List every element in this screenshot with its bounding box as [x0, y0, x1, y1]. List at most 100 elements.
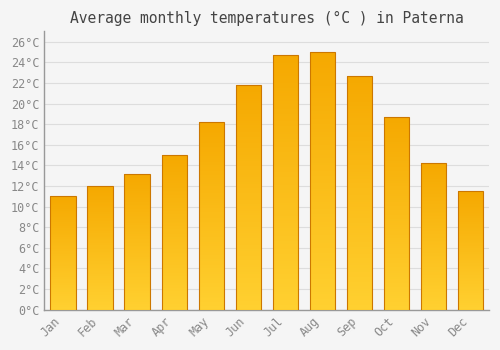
Bar	[50, 293, 76, 294]
Bar	[198, 165, 224, 167]
Bar	[162, 273, 186, 274]
Bar	[236, 197, 261, 199]
Bar	[50, 208, 76, 209]
Bar	[124, 287, 150, 288]
Bar	[384, 132, 409, 134]
Bar	[124, 304, 150, 306]
Bar	[272, 304, 298, 307]
Bar	[88, 223, 112, 224]
Bar	[124, 229, 150, 231]
Bar	[236, 229, 261, 231]
Bar	[458, 218, 483, 220]
Bar	[458, 281, 483, 282]
Bar	[310, 155, 335, 158]
Bar	[236, 251, 261, 253]
Bar	[162, 237, 186, 239]
Bar	[162, 277, 186, 279]
Bar	[198, 268, 224, 270]
Bar	[198, 214, 224, 216]
Bar	[384, 259, 409, 261]
Bar	[384, 194, 409, 196]
Bar	[124, 213, 150, 215]
Bar	[346, 97, 372, 99]
Bar	[272, 284, 298, 287]
Bar	[124, 217, 150, 219]
Bar	[310, 261, 335, 263]
Bar	[236, 182, 261, 184]
Bar	[420, 184, 446, 186]
Bar	[124, 186, 150, 187]
Bar	[272, 101, 298, 104]
Bar	[458, 219, 483, 221]
Bar	[346, 134, 372, 136]
Bar	[162, 229, 186, 231]
Bar	[310, 235, 335, 238]
Bar	[420, 163, 446, 310]
Bar	[384, 198, 409, 200]
Bar	[236, 303, 261, 305]
Bar	[346, 244, 372, 246]
Bar	[124, 244, 150, 246]
Bar	[162, 296, 186, 298]
Bar	[198, 135, 224, 137]
Bar	[198, 263, 224, 265]
Bar	[384, 127, 409, 128]
Bar	[50, 301, 76, 302]
Bar	[88, 271, 112, 273]
Bar	[198, 156, 224, 158]
Bar	[346, 204, 372, 207]
Bar	[124, 284, 150, 285]
Bar	[124, 231, 150, 232]
Bar	[88, 304, 112, 306]
Bar	[198, 251, 224, 253]
Bar	[272, 236, 298, 238]
Bar	[162, 234, 186, 236]
Bar	[236, 175, 261, 177]
Bar	[346, 249, 372, 251]
Bar	[458, 249, 483, 251]
Bar	[88, 296, 112, 297]
Bar	[458, 223, 483, 224]
Bar	[88, 203, 112, 205]
Bar	[272, 121, 298, 124]
Bar	[272, 152, 298, 154]
Bar	[272, 68, 298, 70]
Bar	[88, 238, 112, 239]
Bar	[162, 206, 186, 208]
Bar	[384, 155, 409, 158]
Bar	[346, 251, 372, 253]
Bar	[198, 255, 224, 257]
Bar	[310, 52, 335, 55]
Bar	[50, 253, 76, 254]
Bar	[458, 210, 483, 211]
Bar	[88, 261, 112, 263]
Bar	[310, 240, 335, 243]
Bar	[420, 231, 446, 232]
Bar	[420, 289, 446, 291]
Bar	[236, 85, 261, 310]
Bar	[198, 154, 224, 156]
Bar	[236, 85, 261, 87]
Bar	[420, 233, 446, 235]
Bar	[50, 278, 76, 279]
Bar	[50, 199, 76, 201]
Bar	[384, 202, 409, 204]
Bar	[384, 175, 409, 177]
Bar	[162, 204, 186, 206]
Bar	[198, 302, 224, 304]
Bar	[346, 153, 372, 155]
Bar	[458, 254, 483, 255]
Bar	[384, 275, 409, 277]
Bar	[420, 195, 446, 197]
Bar	[272, 111, 298, 114]
Bar	[88, 207, 112, 208]
Bar	[346, 281, 372, 284]
Bar	[346, 256, 372, 258]
Bar	[50, 269, 76, 270]
Bar	[50, 243, 76, 244]
Bar	[384, 173, 409, 175]
Bar	[420, 197, 446, 198]
Bar	[50, 295, 76, 296]
Bar	[310, 189, 335, 191]
Bar	[310, 124, 335, 127]
